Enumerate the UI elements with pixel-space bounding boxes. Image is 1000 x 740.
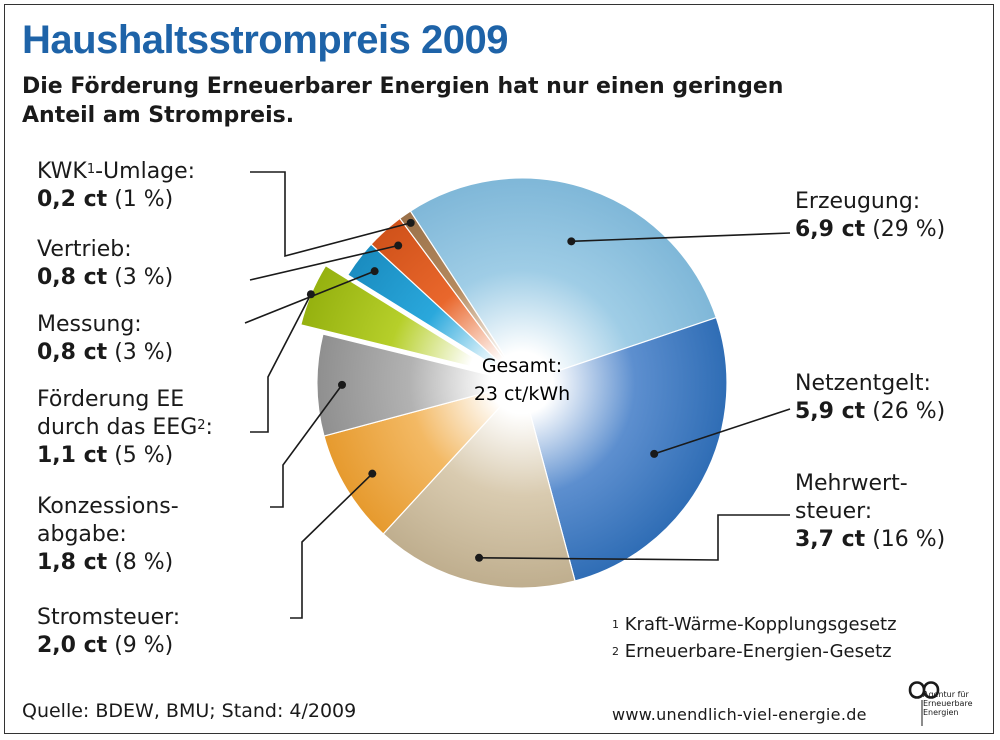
leader-dot-messung (370, 267, 379, 276)
value-stromsteuer: 2,0 ct (37, 633, 108, 658)
pie-slice-kwk (398, 210, 523, 384)
leader-dot-kwk (406, 218, 415, 227)
website-url: www.unendlich-viel-energie.de (612, 705, 867, 724)
leader-dot-mwst (475, 553, 484, 562)
leader-dot-konzession (338, 380, 347, 389)
value-messung: 0,8 ct (37, 340, 108, 365)
label-netz: Netzentgelt: 5,9 ct (26 %) (795, 371, 946, 424)
value-mwst: 3,7 ct (795, 527, 866, 552)
center-label-line1: Gesamt: (482, 355, 562, 377)
value-vertrieb: 0,8 ct (37, 265, 108, 290)
source-note: Quelle: BDEW, BMU; Stand: 4/2009 (22, 700, 357, 722)
pie-slice-erzeugung (409, 177, 718, 384)
pie-slice-mwst (382, 381, 576, 589)
label-eeg: Förderung EE durch das EEG2: 1,1 ct (5 %… (37, 387, 213, 468)
logo-text: Agentur für Erneuerbare Energien (923, 690, 973, 717)
chart-title: Haushaltsstrompreis 2009 (22, 18, 509, 62)
leader-line-erzeugung (571, 232, 791, 243)
leader-dot-netz (650, 449, 659, 458)
leader-line-kwk (250, 171, 411, 258)
value-kwk: 0,2 ct (37, 187, 108, 212)
leader-dot-stromsteuer (368, 469, 377, 478)
label-mwst: Mehrwert- steuer: 3,7 ct (16 %) (795, 471, 946, 552)
footnote-1: 1 Kraft-Wärme-Kopplungsgesetz (612, 614, 897, 635)
leader-line-eeg (250, 293, 312, 433)
leader-dot-erzeugung (567, 237, 576, 246)
label-erzeugung: Erzeugung: 6,9 ct (29 %) (795, 189, 946, 242)
value-konzession: 1,8 ct (37, 550, 108, 575)
leader-line-vertrieb (249, 244, 399, 281)
pie-slice-stromsteuer (323, 381, 524, 535)
label-messung: Messung: 0,8 ct (3 %) (37, 312, 174, 365)
pie-slice-netz (521, 316, 728, 582)
label-kwk: KWK1-Umlage: 0,2 ct (1 %) (37, 159, 196, 212)
chart-frame (4, 4, 994, 734)
pie-slice-konzession (316, 333, 523, 437)
value-netz: 5,9 ct (795, 399, 866, 424)
leader-line-stromsteuer (290, 473, 373, 619)
infinity-icon (908, 681, 940, 726)
leader-line-netz (653, 408, 791, 455)
leader-line-konzession (270, 384, 343, 508)
chart-subtitle: Die Förderung Erneuerbarer Energien hat … (22, 74, 784, 128)
label-konzession: Konzessions- abgabe: 1,8 ct (8 %) (37, 494, 179, 575)
label-stromsteuer: Stromsteuer: 2,0 ct (9 %) (37, 605, 181, 658)
center-label-line2: 23 ct/kWh (474, 383, 570, 405)
footnote-2: 2 Erneuerbare-Energien-Gesetz (612, 641, 892, 662)
leader-line-mwst (479, 514, 790, 561)
value-erzeugung: 6,9 ct (795, 217, 866, 242)
label-vertrieb: Vertrieb: 0,8 ct (3 %) (37, 237, 174, 290)
value-eeg: 1,1 ct (37, 443, 108, 468)
leader-dot-eeg (306, 290, 315, 299)
leader-dot-vertrieb (394, 241, 403, 250)
